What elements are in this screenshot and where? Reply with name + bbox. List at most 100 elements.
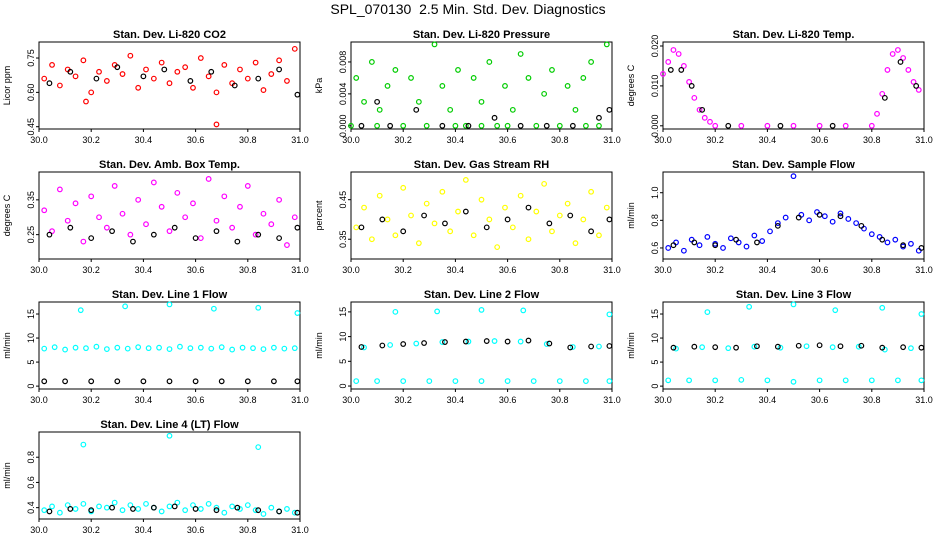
plot-line1-flow: Stan. Dev. Line 1 Flow 30.0 30.2 30.4 30.6 30… [2,289,309,405]
data-point [260,511,267,517]
data-point [678,67,685,73]
data-point [182,214,189,221]
data-point [774,343,781,350]
data-point [103,346,110,353]
data-point [486,216,493,223]
data-point [447,106,454,113]
data-point [470,75,477,81]
data-point [72,344,79,351]
data-point [291,345,298,352]
data-point [556,378,563,384]
chart-title: Stan. Dev. Line 3 Flow [736,289,852,301]
data-point [208,68,215,75]
data-point [868,377,875,384]
data-point [665,377,672,384]
data-point [158,59,165,66]
data-point [470,232,477,239]
x-tick-label: 30.8 [239,265,257,275]
data-point [358,344,365,350]
chart-title: Stan. Dev. Li-820 Pressure [413,29,550,41]
x-tick-label: 31.0 [915,265,933,275]
data-point [51,344,58,351]
data-point [413,106,420,113]
data-point [135,506,142,512]
data-point [166,378,173,385]
data-point [213,228,220,235]
data-point [572,240,579,247]
data-point [738,122,745,129]
data-point [387,342,394,348]
y-tick-label: 15 [26,309,36,319]
data-point [556,212,563,219]
data-point [192,506,199,512]
data-point [213,504,220,511]
data-point [777,344,784,351]
data-point [905,67,912,73]
y-tick-label: 10 [650,333,660,343]
panel-sample-flow: Stan. Dev. Sample Flow 30.0 30.2 30.4 30.6 30… [624,152,936,275]
y-tick-label: 0.25 [26,226,36,244]
data-point [837,213,844,220]
data-point [712,344,719,351]
data-point [858,342,865,349]
data-point [229,346,236,353]
data-point [255,444,262,451]
data-point [421,340,427,346]
data-point [707,118,713,125]
data-point [140,378,147,385]
data-point [96,68,102,75]
data-point [670,344,677,351]
data-point [764,122,771,129]
data-point [913,82,920,89]
data-point [603,204,610,211]
plot-line2-flow: Stan. Dev. Line 2 Flow 30.0 30.2 30.4 30.6 30… [314,289,621,405]
data-point [46,231,53,238]
y-tick-label: 0.008 [338,51,348,74]
data-point [80,238,87,245]
data-point [588,228,595,235]
data-point [119,71,126,77]
x-tick-label: 30.6 [187,395,205,405]
data-point [588,343,595,350]
y-tick-label: 5 [650,360,660,365]
plot-frame [662,41,925,130]
data-point [276,57,283,64]
x-tick-label: 30.6 [811,135,829,145]
y-tick-label: 0.45 [26,118,36,136]
x-tick-label: 30.0 [654,395,672,405]
data-point [190,84,196,91]
data-point [260,346,267,353]
y-tick-label: 0.004 [338,83,348,106]
data-point [400,122,407,129]
plot-frame [350,41,613,130]
plot-frame [38,41,301,130]
data-point [83,98,89,105]
data-point [348,122,354,129]
y-tick-label: 1.0 [650,186,660,199]
data-point [77,307,84,314]
data-point [72,200,79,207]
data-point [171,224,178,231]
panel-line4-lt-flow: Stan. Dev. Line 4 (LT) Flow 30.0 30.2 30.4 3… [0,412,312,535]
y-tick-label: 5 [338,359,348,364]
plot-gas-stream-rh: Stan. Dev. Gas Stream RH 30.0 30.2 30.4 30.6… [314,159,621,275]
data-point [874,110,880,117]
y-tick-label: 0.000 [338,115,348,138]
x-tick-label: 30.8 [551,265,569,275]
x-tick-label: 30.8 [863,135,881,145]
data-point [879,90,886,97]
data-point [244,378,251,385]
data-point [504,338,511,345]
y-tick-label: 0.010 [650,75,660,98]
data-point [790,122,797,129]
data-point [680,247,687,254]
plot-frame [38,171,301,260]
data-point [502,82,508,89]
x-tick-label: 30.6 [499,135,517,145]
data-point [725,345,732,352]
data-point [712,242,719,249]
data-point [83,345,89,352]
data-point [699,106,706,113]
data-point [478,307,485,313]
data-point [72,506,79,512]
